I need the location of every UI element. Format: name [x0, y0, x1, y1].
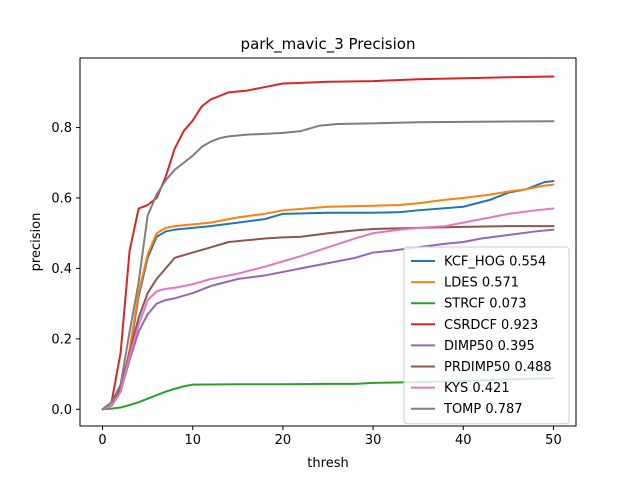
legend-label-6: KYS 0.421 [444, 381, 510, 396]
legend-label-7: TOMP 0.787 [443, 402, 523, 417]
x-tick-label: 10 [184, 433, 201, 448]
legend-label-0: KCF_HOG 0.554 [444, 255, 546, 270]
legend-label-5: PRDIMP50 0.488 [444, 360, 552, 375]
axes: 0 10 20 30 40 50 0.0 0.2 0.4 0.6 0.8 [51, 121, 561, 448]
series-line-4 [101, 228, 555, 411]
legend: KCF_HOG 0.554 LDES 0.571 STRCF 0.073 CSRDCF… [403, 246, 570, 425]
series-line-1 [101, 183, 555, 411]
x-tick-label: 50 [545, 433, 562, 448]
x-tick-label: 0 [98, 433, 106, 448]
series-line-6 [101, 207, 555, 411]
legend-label-4: DIMP50 0.395 [444, 339, 535, 354]
series-line-3 [101, 75, 555, 411]
x-axis-label: thresh [307, 456, 348, 471]
y-tick-label: 0.6 [51, 191, 72, 206]
y-axis-label: precision [29, 213, 44, 272]
y-tick-label: 0.8 [51, 121, 72, 136]
legend-label-1: LDES 0.571 [444, 276, 519, 291]
plot-area [101, 75, 555, 411]
series-line-5 [101, 225, 555, 411]
x-tick-label: 20 [275, 433, 292, 448]
y-tick-label: 0.2 [51, 332, 72, 347]
y-tick-label: 0.0 [51, 403, 72, 418]
plot-frame [79, 57, 577, 427]
x-tick-label: 40 [455, 433, 472, 448]
x-tick-label: 30 [365, 433, 382, 448]
legend-box [403, 246, 570, 425]
legend-label-3: CSRDCF 0.923 [444, 318, 538, 333]
legend-label-2: STRCF 0.073 [444, 297, 526, 312]
series-line-7 [101, 120, 555, 411]
chart-title: park_mavic_3 Precision [241, 35, 416, 54]
y-tick-label: 0.4 [51, 262, 72, 277]
